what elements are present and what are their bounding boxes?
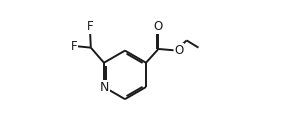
- Text: O: O: [174, 44, 183, 57]
- Text: O: O: [154, 20, 163, 33]
- Text: F: F: [71, 40, 77, 53]
- Text: N: N: [99, 81, 109, 94]
- Text: F: F: [87, 20, 94, 33]
